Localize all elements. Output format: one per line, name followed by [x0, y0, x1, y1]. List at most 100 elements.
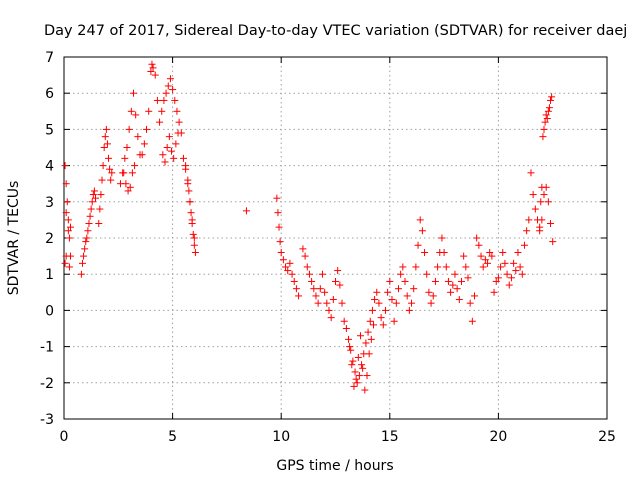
- x-tick-label: 0: [60, 429, 69, 445]
- data-point: [512, 267, 520, 275]
- data-point: [327, 314, 335, 322]
- data-point: [122, 180, 130, 188]
- data-point: [65, 263, 73, 271]
- data-point: [361, 386, 369, 394]
- data-point: [471, 292, 479, 300]
- data-point: [329, 296, 337, 304]
- data-point: [84, 227, 92, 235]
- data-point: [190, 241, 198, 249]
- data-point: [353, 379, 361, 387]
- data-point: [316, 285, 324, 293]
- data-point: [460, 252, 468, 260]
- data-point: [148, 60, 156, 68]
- data-point: [305, 270, 313, 278]
- data-point: [444, 277, 452, 285]
- data-point: [187, 209, 195, 217]
- data-point: [301, 252, 309, 260]
- data-point: [423, 270, 431, 278]
- data-point: [371, 296, 379, 304]
- data-point: [531, 205, 539, 213]
- data-point: [477, 252, 485, 260]
- y-tick-label: 1: [45, 267, 54, 283]
- data-point: [350, 382, 358, 390]
- data-point: [323, 299, 331, 307]
- data-point: [379, 321, 387, 329]
- data-point: [362, 339, 370, 347]
- data-points: [61, 60, 557, 394]
- data-point: [403, 292, 411, 300]
- data-point: [392, 299, 400, 307]
- data-point: [549, 238, 557, 246]
- data-point: [547, 220, 555, 228]
- data-point: [397, 270, 405, 278]
- data-point: [61, 162, 69, 170]
- data-point: [427, 299, 435, 307]
- data-point: [138, 151, 146, 159]
- data-point: [120, 169, 128, 177]
- data-point: [505, 281, 513, 289]
- data-point: [147, 67, 155, 75]
- data-point: [523, 227, 531, 235]
- data-point: [325, 306, 333, 314]
- data-point: [453, 285, 461, 293]
- data-point: [89, 191, 97, 199]
- data-point: [464, 274, 472, 282]
- data-point: [510, 259, 518, 267]
- data-point: [529, 191, 537, 199]
- data-point: [108, 169, 116, 177]
- data-point: [80, 252, 88, 260]
- data-point: [310, 285, 318, 293]
- axis-ticks: -3 -2 -1 0 1 2 3 4 5 6 7 0 5 10 15 20 25: [40, 50, 616, 445]
- data-point: [462, 263, 470, 271]
- data-point: [457, 277, 465, 285]
- data-point: [540, 191, 548, 199]
- data-point: [537, 198, 545, 206]
- data-point: [125, 125, 133, 133]
- y-tick-label: 0: [45, 303, 54, 319]
- data-point: [338, 299, 346, 307]
- data-point: [410, 285, 418, 293]
- y-tick-label: 7: [45, 50, 54, 66]
- y-tick-label: 2: [45, 231, 54, 247]
- data-point: [65, 234, 73, 242]
- data-point: [62, 209, 70, 217]
- data-point: [292, 285, 300, 293]
- data-point: [100, 144, 108, 151]
- data-point: [156, 118, 164, 126]
- y-axis-label: SDTVAR / TECUs: [6, 181, 22, 296]
- data-point: [290, 277, 298, 285]
- data-point: [172, 140, 180, 148]
- data-point: [390, 317, 398, 325]
- data-point: [159, 151, 167, 159]
- data-point: [429, 292, 437, 300]
- data-point: [82, 238, 90, 246]
- data-point: [544, 198, 552, 206]
- data-point: [363, 372, 371, 380]
- data-point: [308, 277, 316, 285]
- data-point: [370, 321, 378, 329]
- data-point: [507, 274, 515, 282]
- y-tick-label: -3: [40, 412, 54, 428]
- data-point: [536, 223, 544, 231]
- data-point: [431, 277, 439, 285]
- data-point: [128, 169, 136, 177]
- y-tick-label: 4: [45, 159, 54, 175]
- chart-title: Day 247 of 2017, Sidereal Day-to-day VTE…: [44, 23, 627, 39]
- data-point: [174, 129, 182, 137]
- data-point: [366, 317, 374, 325]
- data-point: [548, 93, 556, 101]
- data-point: [186, 198, 194, 206]
- data-point: [126, 183, 134, 191]
- data-point: [95, 220, 103, 228]
- data-point: [153, 96, 161, 104]
- data-point: [416, 216, 424, 224]
- data-point: [131, 162, 139, 170]
- data-point: [64, 216, 72, 224]
- data-point: [179, 154, 187, 162]
- data-point: [151, 71, 159, 79]
- data-point: [279, 256, 287, 264]
- y-tick-label: 6: [45, 86, 54, 102]
- data-point: [365, 350, 373, 358]
- data-point: [191, 248, 199, 256]
- data-point: [273, 194, 281, 202]
